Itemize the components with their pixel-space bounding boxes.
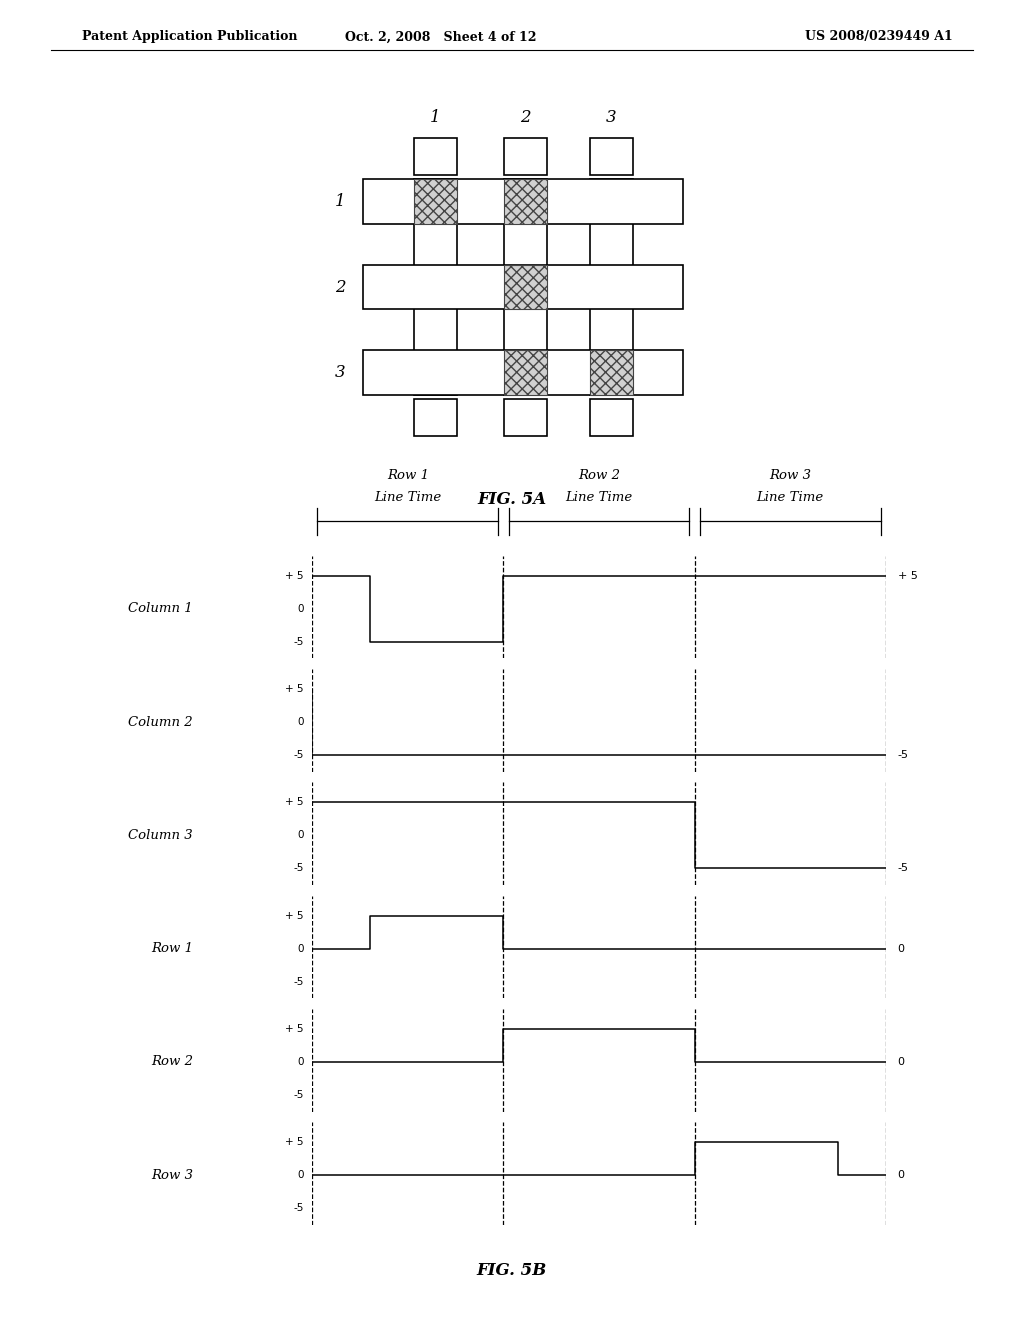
Text: 0: 0 [297,830,304,841]
Text: 0: 0 [898,1057,905,1067]
Bar [414,180,457,224]
Text: + 5: + 5 [286,570,304,581]
Text: 0: 0 [297,1171,304,1180]
Text: 1: 1 [335,193,345,210]
Text: + 5: + 5 [898,570,918,581]
Text: 0: 0 [297,1057,304,1067]
Text: 0: 0 [297,603,304,614]
Text: US 2008/0239449 A1: US 2008/0239449 A1 [805,30,952,44]
Text: Row 2: Row 2 [151,1056,193,1068]
Text: 3: 3 [335,364,345,381]
Text: + 5: + 5 [286,911,304,920]
Text: Row 3: Row 3 [151,1168,193,1181]
Text: 3: 3 [606,110,616,127]
Text: + 5: + 5 [286,797,304,808]
Bar [504,399,547,436]
Bar [364,350,683,395]
Text: -5: -5 [293,977,304,987]
Text: Column 2: Column 2 [128,715,193,729]
Text: 0: 0 [297,717,304,727]
Text: Line Time: Line Time [757,491,824,504]
Bar [590,139,633,176]
Text: Line Time: Line Time [374,491,441,504]
Bar [504,265,547,309]
Text: Row 1: Row 1 [151,942,193,956]
Text: 1: 1 [430,110,440,127]
Bar [504,139,547,176]
Text: FIG. 5A: FIG. 5A [477,491,547,508]
Text: -5: -5 [898,863,908,874]
Text: FIG. 5B: FIG. 5B [477,1262,547,1279]
Text: 0: 0 [898,1171,905,1180]
Text: -5: -5 [898,750,908,760]
Bar [504,180,547,224]
Text: 2: 2 [520,110,530,127]
Text: Row 2: Row 2 [578,469,621,482]
Text: 2: 2 [335,279,345,296]
Text: -5: -5 [293,863,304,874]
Bar [590,399,633,436]
Bar [414,180,457,395]
Text: Row 3: Row 3 [769,469,811,482]
Bar [414,139,457,176]
Text: + 5: + 5 [286,684,304,694]
Text: Row 1: Row 1 [387,469,429,482]
Text: -5: -5 [293,1204,304,1213]
Text: -5: -5 [293,1090,304,1100]
Text: Line Time: Line Time [565,491,633,504]
Text: + 5: + 5 [286,1024,304,1034]
Text: -5: -5 [293,636,304,647]
Text: 0: 0 [898,944,905,953]
Bar [590,350,633,395]
Text: 0: 0 [297,944,304,953]
Text: Column 1: Column 1 [128,602,193,615]
Text: + 5: + 5 [286,1137,304,1147]
Bar [364,265,683,309]
Text: -5: -5 [293,750,304,760]
Bar [364,180,683,224]
Bar [504,180,547,395]
Bar [414,399,457,436]
Bar [504,350,547,395]
Text: Oct. 2, 2008   Sheet 4 of 12: Oct. 2, 2008 Sheet 4 of 12 [344,30,537,44]
Bar [590,180,633,395]
Text: Column 3: Column 3 [128,829,193,842]
Text: Patent Application Publication: Patent Application Publication [82,30,297,44]
